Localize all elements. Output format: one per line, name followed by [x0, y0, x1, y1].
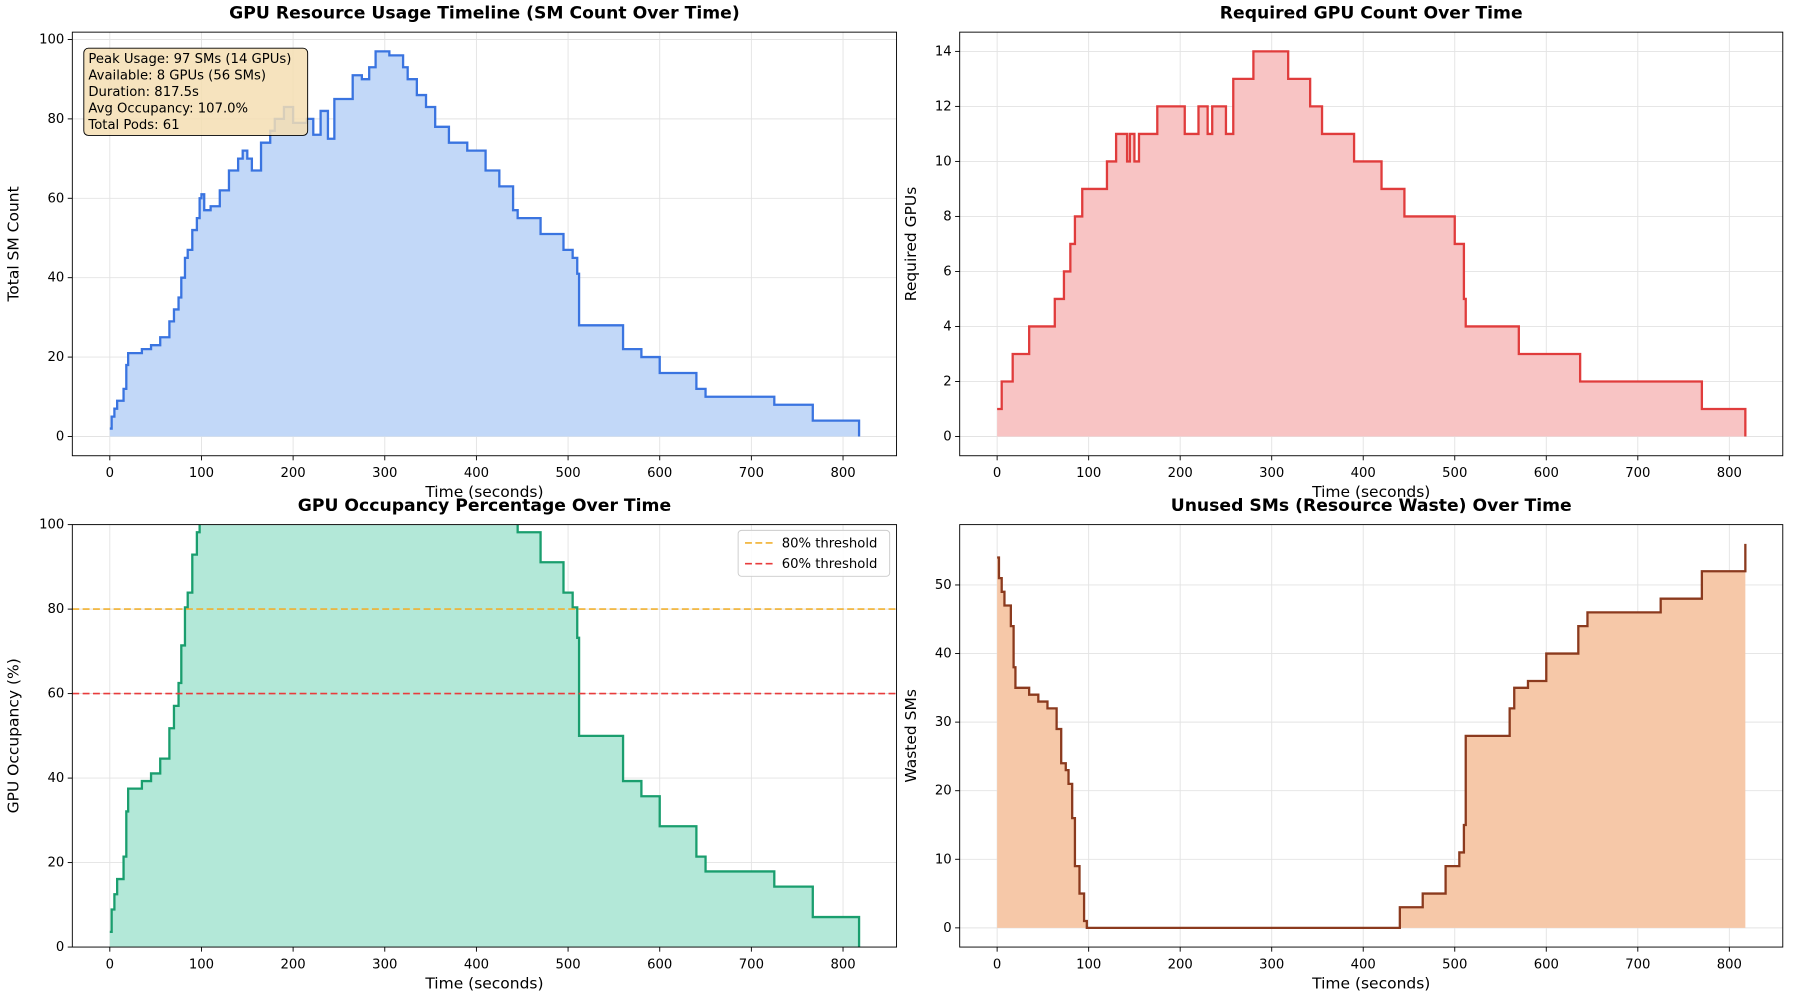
- x-tick-label: 400: [464, 957, 489, 972]
- x-tick-label: 700: [739, 957, 764, 972]
- x-tick-label: 200: [281, 957, 306, 972]
- x-tick-label: 600: [647, 957, 672, 972]
- area: [997, 543, 1746, 928]
- line: [109, 524, 861, 948]
- y-axis-label: Total SM Count: [4, 186, 22, 302]
- annotation-line: Duration: 817.5s: [88, 85, 199, 100]
- x-tick-label: 500: [1442, 466, 1467, 481]
- y-tick-label: 14: [935, 44, 952, 59]
- subplot: 0 100 200 300 400 500 600 700 800 0 20 40 60 80 100 GPU…: [4, 3, 898, 501]
- x-tick-label: 800: [830, 957, 855, 972]
- y-tick-label: 40: [48, 771, 65, 786]
- annotation-line: Avg Occupancy: 107.0%: [88, 101, 248, 116]
- y-tick-label: 20: [48, 856, 65, 871]
- y-tick-label: 40: [48, 271, 65, 286]
- x-tick-label: 100: [189, 466, 214, 481]
- y-tick-label: 6: [943, 264, 951, 279]
- x-tick-label: 400: [1351, 466, 1376, 481]
- x-tick-label: 0: [993, 466, 1001, 481]
- y-tick-label: 0: [56, 940, 64, 955]
- subplot: 0 100 200 300 400 500 600 700 800 0 20 40 60 80 100 GPU…: [4, 496, 898, 992]
- legend-label: 80% threshold: [782, 537, 878, 552]
- x-tick-label: 800: [830, 466, 855, 481]
- x-tick-label: 400: [1351, 957, 1376, 972]
- x-tick-label: 200: [281, 466, 306, 481]
- y-tick-label: 40: [935, 647, 952, 662]
- y-axis-label: Wasted SMs: [902, 689, 920, 782]
- y-tick-label: 60: [48, 191, 65, 206]
- annotation-line: Total Pods: 61: [87, 118, 179, 133]
- y-axis-label: GPU Occupancy (%): [4, 658, 22, 813]
- area: [109, 51, 860, 437]
- y-tick-label: 100: [39, 32, 64, 47]
- y-tick-label: 4: [943, 319, 951, 334]
- chart-title: Required GPU Count Over Time: [1220, 3, 1523, 23]
- y-tick-label: 0: [56, 429, 64, 444]
- line: [997, 50, 1747, 437]
- x-axis-label: Time (seconds): [424, 483, 543, 501]
- x-tick-label: 600: [647, 466, 672, 481]
- x-tick-label: 0: [106, 466, 114, 481]
- subplot: 0 100 200 300 400 500 600 700 800 0 10 20 30 40 50 Unus…: [902, 496, 1784, 992]
- y-tick-label: 0: [943, 429, 951, 444]
- chart-title: GPU Occupancy Percentage Over Time: [298, 496, 671, 516]
- annotation-box: [83, 47, 309, 136]
- legend-box: [737, 529, 891, 577]
- x-tick-label: 100: [1076, 957, 1101, 972]
- area: [109, 524, 860, 948]
- axes-frame: [71, 31, 898, 457]
- legend-label: 60% threshold: [782, 557, 878, 572]
- x-tick-label: 0: [993, 957, 1001, 972]
- y-tick-label: 2: [943, 374, 951, 389]
- area: [997, 51, 1746, 437]
- x-tick-label: 800: [1717, 957, 1742, 972]
- x-tick-label: 300: [1259, 466, 1284, 481]
- y-tick-label: 80: [48, 602, 65, 617]
- y-tick-label: 8: [943, 209, 951, 224]
- annotation-line: Available: 8 GPUs (56 SMs): [88, 69, 266, 84]
- x-tick-label: 800: [1717, 466, 1742, 481]
- x-tick-label: 600: [1534, 466, 1559, 481]
- x-tick-label: 200: [1168, 957, 1193, 972]
- chart-title: GPU Resource Usage Timeline (SM Count Ov…: [229, 3, 740, 23]
- y-tick-label: 30: [935, 715, 952, 730]
- line: [997, 543, 1747, 930]
- x-axis-label: Time (seconds): [1311, 483, 1430, 501]
- y-tick-label: 20: [935, 784, 952, 799]
- x-axis-label: Time (seconds): [1311, 974, 1430, 992]
- y-axis-label: Required GPUs: [902, 187, 920, 302]
- x-tick-label: 100: [1076, 466, 1101, 481]
- x-tick-label: 500: [1442, 957, 1467, 972]
- y-tick-label: 12: [935, 99, 952, 114]
- y-tick-label: 80: [48, 112, 65, 127]
- x-tick-label: 600: [1534, 957, 1559, 972]
- subplot: 0 100 200 300 400 500 600 700 800 0 2 4 6 8 10 12 14 Requ…: [902, 3, 1784, 501]
- x-tick-label: 700: [739, 466, 764, 481]
- y-tick-label: 100: [39, 518, 64, 533]
- y-tick-label: 60: [48, 687, 65, 702]
- axes-frame: [959, 31, 1784, 457]
- x-tick-label: 200: [1168, 466, 1193, 481]
- x-tick-label: 300: [372, 466, 397, 481]
- x-tick-label: 700: [1625, 957, 1650, 972]
- chart-title: Unused SMs (Resource Waste) Over Time: [1171, 496, 1572, 516]
- axes-frame: [71, 524, 898, 948]
- x-tick-label: 500: [555, 957, 580, 972]
- y-tick-label: 0: [943, 921, 951, 936]
- annotation-line: Peak Usage: 97 SMs (14 GPUs): [88, 52, 291, 67]
- x-axis-label: Time (seconds): [424, 974, 543, 992]
- y-tick-label: 10: [935, 852, 952, 867]
- x-tick-label: 300: [372, 957, 397, 972]
- x-tick-label: 100: [189, 957, 214, 972]
- x-tick-label: 0: [106, 957, 114, 972]
- x-tick-label: 400: [464, 466, 489, 481]
- y-tick-label: 50: [935, 578, 952, 593]
- axes-frame: [959, 524, 1784, 948]
- x-tick-label: 300: [1259, 957, 1284, 972]
- x-tick-label: 700: [1625, 466, 1650, 481]
- x-tick-label: 500: [555, 466, 580, 481]
- y-tick-label: 20: [48, 350, 65, 365]
- y-tick-label: 10: [935, 154, 952, 169]
